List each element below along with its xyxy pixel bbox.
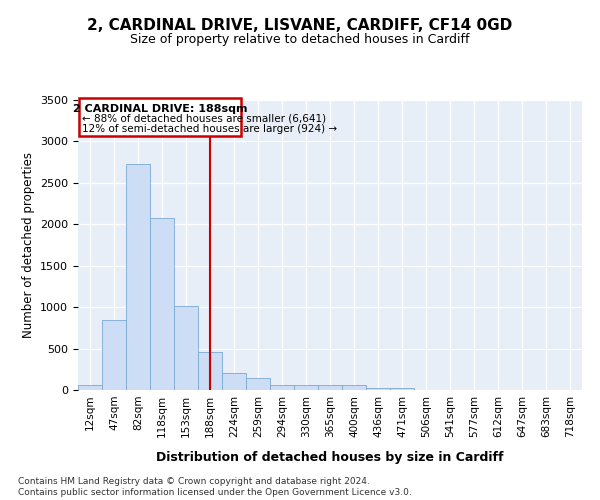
Bar (318, 385, 342, 390)
Bar (78, 384, 102, 390)
Bar (390, 388, 414, 390)
Bar (270, 385, 294, 390)
Bar (198, 352, 222, 390)
Bar (246, 378, 270, 390)
Text: 12% of semi-detached houses are larger (924) →: 12% of semi-detached houses are larger (… (82, 124, 337, 134)
Text: ← 88% of detached houses are smaller (6,641): ← 88% of detached houses are smaller (6,… (82, 114, 326, 124)
Text: 2 CARDINAL DRIVE: 188sqm: 2 CARDINAL DRIVE: 188sqm (73, 104, 247, 114)
Bar (102, 320, 126, 390)
Text: Size of property relative to detached houses in Cardiff: Size of property relative to detached ho… (130, 32, 470, 46)
Bar (222, 372, 246, 390)
Bar (294, 385, 318, 390)
Bar (150, 218, 174, 390)
Y-axis label: Number of detached properties: Number of detached properties (22, 152, 35, 338)
Bar (126, 164, 150, 390)
Bar (366, 388, 390, 390)
Text: Contains public sector information licensed under the Open Government Licence v3: Contains public sector information licen… (18, 488, 412, 497)
Text: 2, CARDINAL DRIVE, LISVANE, CARDIFF, CF14 0GD: 2, CARDINAL DRIVE, LISVANE, CARDIFF, CF1… (88, 18, 512, 32)
Bar (342, 384, 366, 390)
Bar (174, 306, 198, 390)
Text: Distribution of detached houses by size in Cardiff: Distribution of detached houses by size … (156, 451, 504, 464)
Text: Contains HM Land Registry data © Crown copyright and database right 2024.: Contains HM Land Registry data © Crown c… (18, 476, 370, 486)
Bar (79, 98, 241, 136)
